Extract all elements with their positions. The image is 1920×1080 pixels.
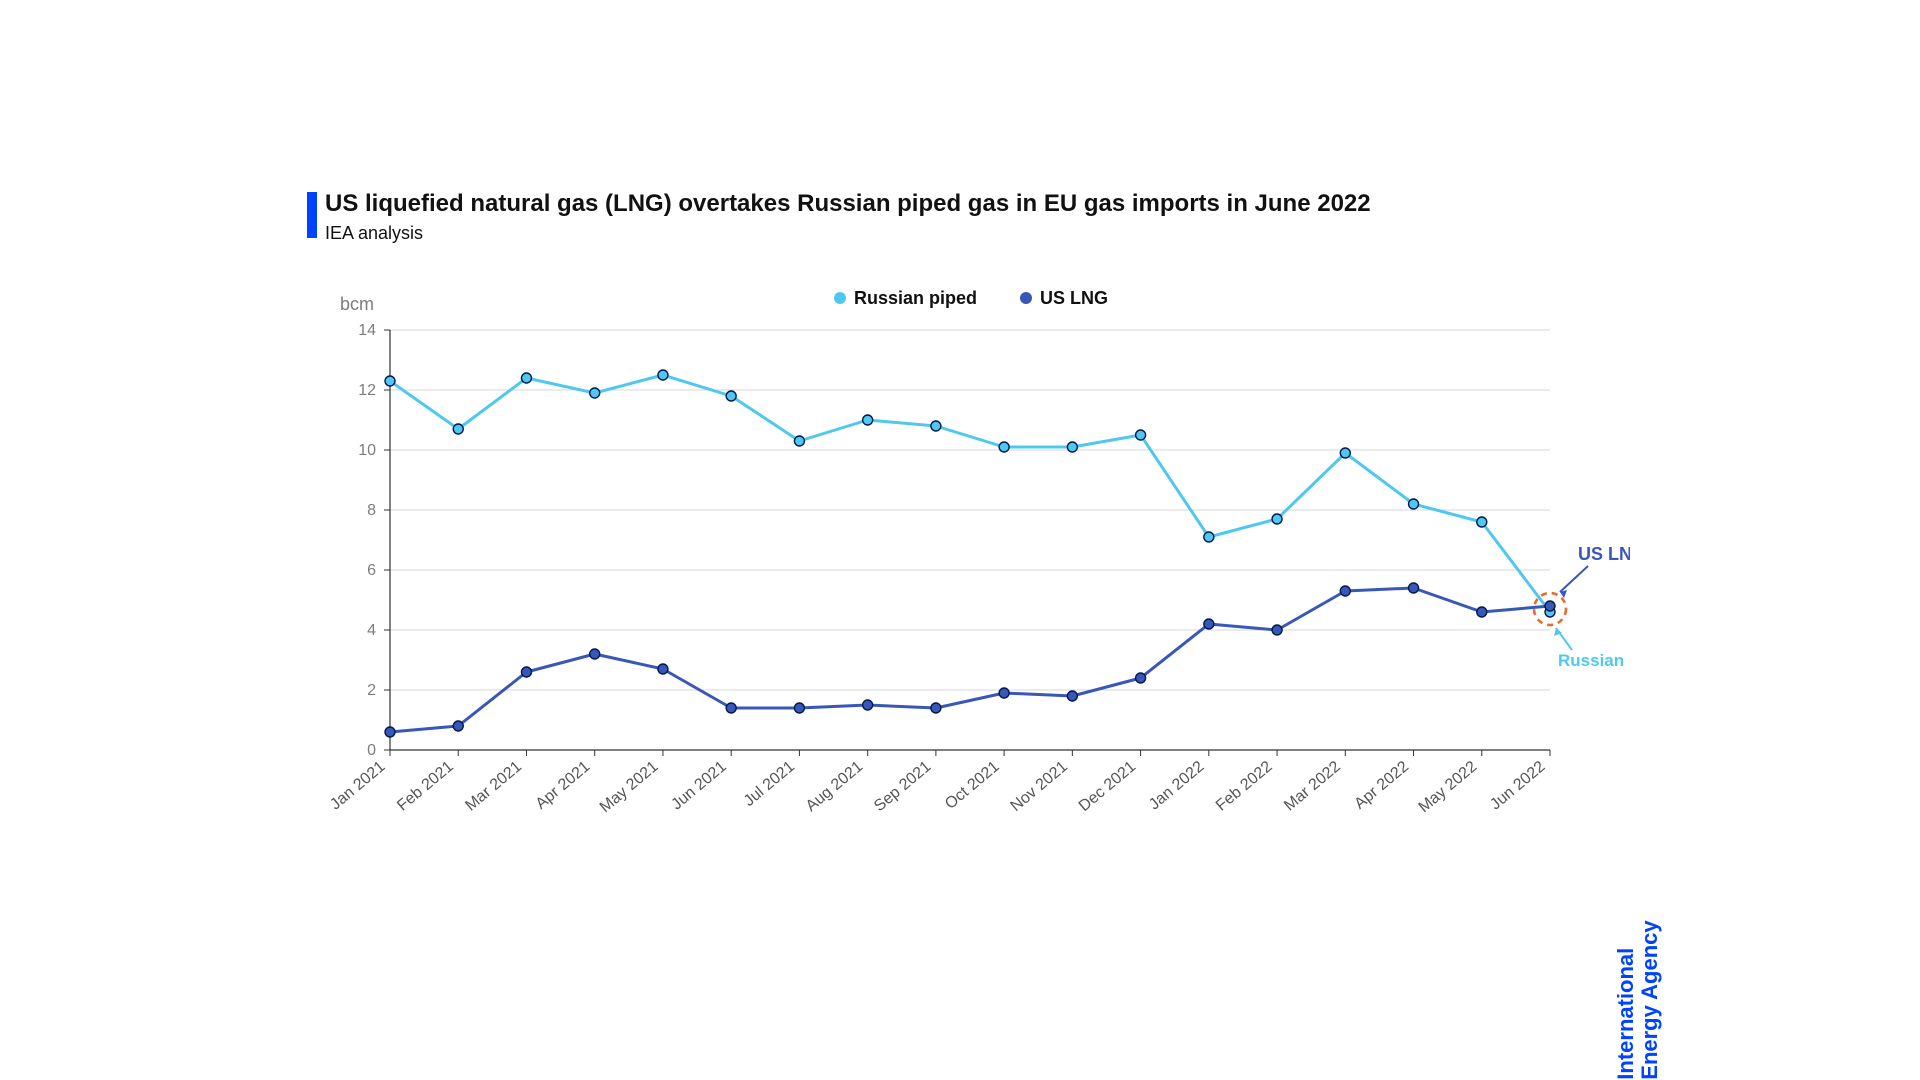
x-tick-label: Feb 2022 — [1213, 758, 1276, 815]
series-marker — [521, 667, 531, 677]
y-tick-label: 2 — [367, 682, 376, 699]
series-marker — [658, 370, 668, 380]
series-marker — [863, 700, 873, 710]
chart-frame: US liquefied natural gas (LNG) overtakes… — [240, 140, 1680, 950]
series-marker — [590, 649, 600, 659]
series-marker — [1340, 448, 1350, 458]
x-tick-label: Mar 2021 — [462, 758, 525, 815]
series-marker — [794, 703, 804, 713]
series-marker — [1477, 517, 1487, 527]
title-accent-bar — [307, 192, 317, 238]
y-tick-label: 4 — [367, 622, 376, 639]
series-marker — [1340, 586, 1350, 596]
series-marker — [1409, 499, 1419, 509]
line-chart: 02468101214bcmJan 2021Feb 2021Mar 2021Ap… — [310, 270, 1630, 910]
series-marker — [931, 703, 941, 713]
x-tick-label: May 2022 — [1416, 758, 1481, 816]
x-tick-label: Jun 2022 — [1487, 758, 1548, 813]
series-marker — [453, 721, 463, 731]
series-marker — [590, 388, 600, 398]
y-tick-label: 14 — [358, 322, 376, 339]
series-marker — [1409, 583, 1419, 593]
source-line-1: International — [1613, 947, 1638, 1079]
series-marker — [385, 727, 395, 737]
x-tick-label: Mar 2022 — [1281, 758, 1344, 815]
annotation-arrow-icon — [1560, 566, 1588, 592]
series-marker — [1272, 514, 1282, 524]
x-tick-label: Jan 2021 — [327, 758, 388, 813]
y-tick-label: 6 — [367, 562, 376, 579]
series-marker — [1067, 691, 1077, 701]
source-attribution: International Energy Agency — [1614, 920, 1662, 1079]
series-marker — [385, 376, 395, 386]
series-marker — [1136, 673, 1146, 683]
y-tick-label: 8 — [367, 502, 376, 519]
source-line-2: Energy Agency — [1637, 920, 1662, 1079]
series-marker — [1204, 532, 1214, 542]
series-marker — [1067, 442, 1077, 452]
series-marker — [1545, 601, 1555, 611]
series-marker — [726, 703, 736, 713]
x-tick-label: Jul 2021 — [741, 758, 798, 810]
legend-swatch-icon — [834, 292, 846, 304]
series-marker — [794, 436, 804, 446]
y-tick-label: 10 — [358, 442, 376, 459]
x-tick-label: Jun 2021 — [668, 758, 729, 813]
y-tick-label: 12 — [358, 382, 376, 399]
series-marker — [658, 664, 668, 674]
x-tick-label: Apr 2022 — [1351, 758, 1412, 813]
legend-label: Russian piped — [854, 288, 977, 308]
x-tick-label: Feb 2021 — [394, 758, 457, 815]
x-tick-label: Apr 2021 — [533, 758, 594, 813]
series-marker — [863, 415, 873, 425]
series-marker — [1136, 430, 1146, 440]
series-marker — [931, 421, 941, 431]
legend-label: US LNG — [1040, 288, 1108, 308]
legend-swatch-icon — [1020, 292, 1032, 304]
annotation-us-lng: US LNG — [1578, 544, 1630, 564]
y-tick-label: 0 — [367, 742, 376, 759]
series-line-0 — [390, 375, 1550, 612]
x-tick-label: Sep 2021 — [871, 758, 934, 815]
x-tick-label: Dec 2021 — [1076, 758, 1139, 815]
series-marker — [726, 391, 736, 401]
x-tick-label: May 2021 — [597, 758, 662, 816]
x-tick-label: Oct 2021 — [942, 758, 1003, 813]
chart-subtitle: IEA analysis — [325, 223, 1371, 244]
x-tick-label: Aug 2021 — [803, 758, 866, 815]
series-marker — [453, 424, 463, 434]
series-marker — [1204, 619, 1214, 629]
title-block: US liquefied natural gas (LNG) overtakes… — [325, 190, 1371, 244]
annotation-russian-piped: Russian piped — [1558, 651, 1630, 670]
x-tick-label: Jan 2022 — [1146, 758, 1207, 813]
series-marker — [1272, 625, 1282, 635]
y-axis-unit: bcm — [340, 294, 374, 314]
series-marker — [521, 373, 531, 383]
series-marker — [1477, 607, 1487, 617]
x-tick-label: Nov 2021 — [1008, 758, 1071, 815]
series-marker — [999, 442, 1009, 452]
series-marker — [999, 688, 1009, 698]
series-line-1 — [390, 588, 1550, 732]
chart-title: US liquefied natural gas (LNG) overtakes… — [325, 190, 1371, 219]
